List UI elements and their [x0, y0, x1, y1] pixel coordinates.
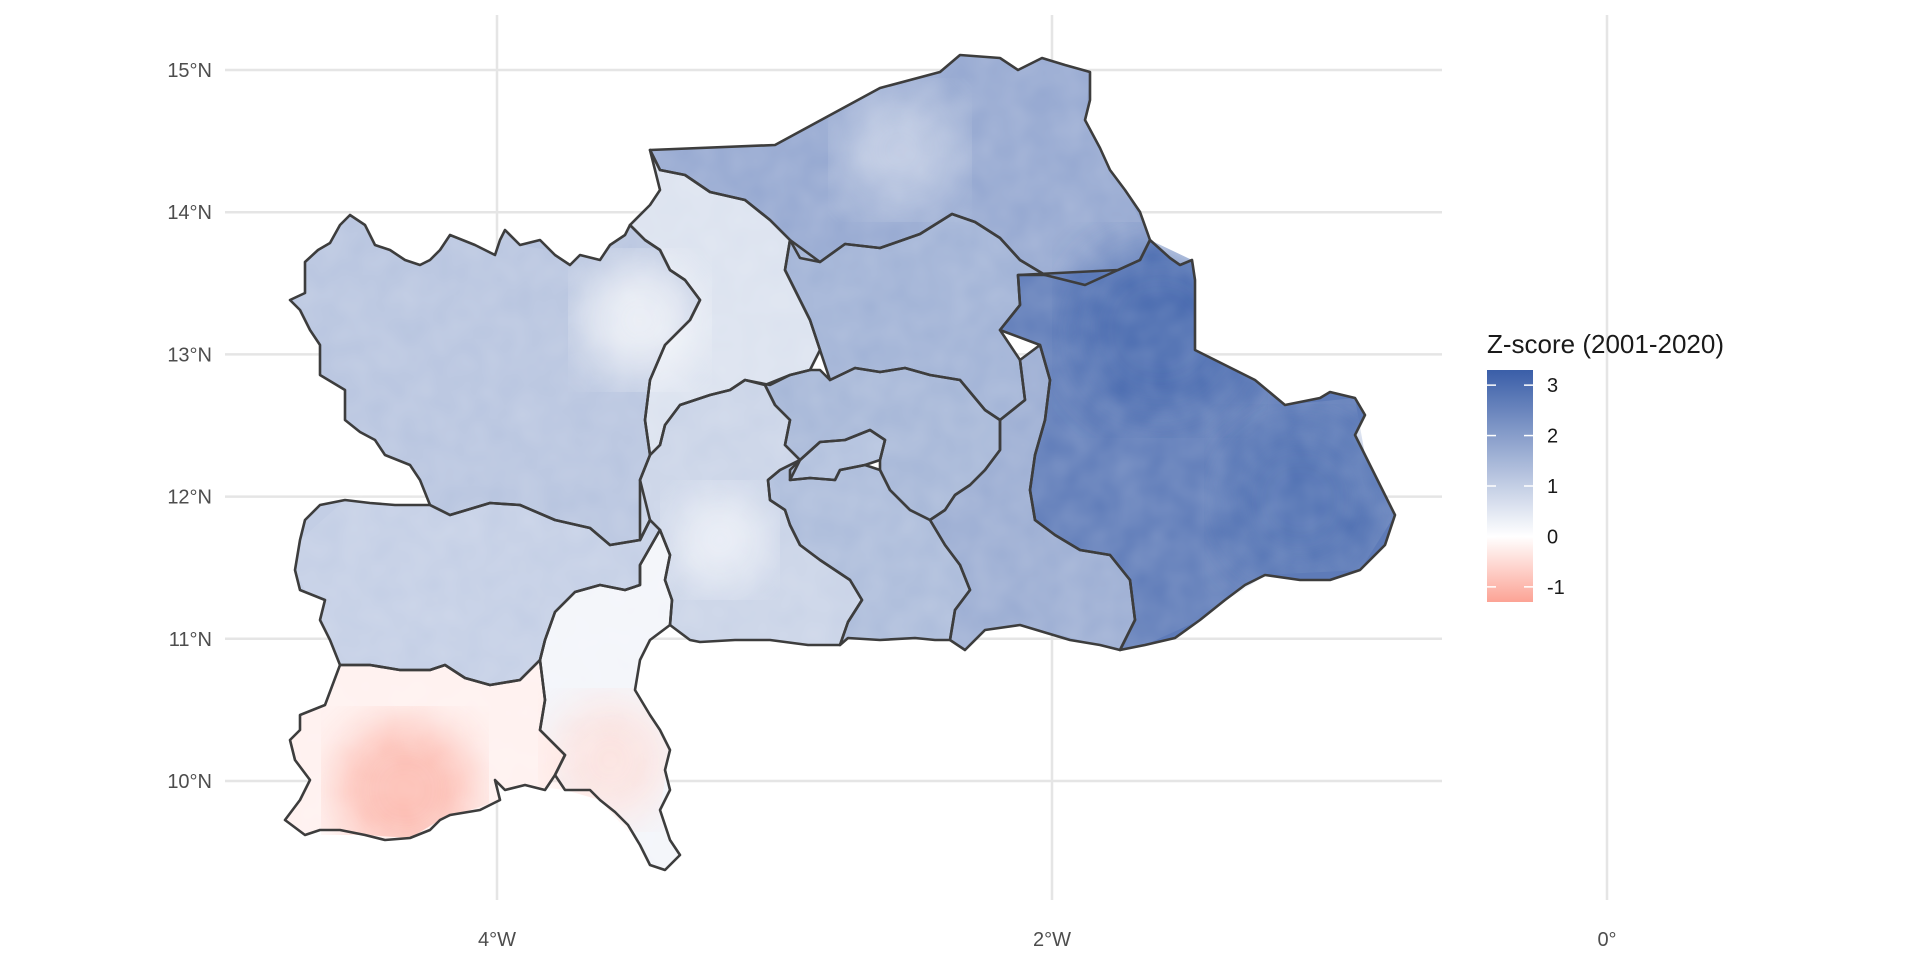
legend-tick-label: 3 [1547, 375, 1558, 397]
border-region-boucle-du-mouhoun [288, 213, 702, 547]
border-region-sud-ouest [538, 528, 682, 872]
y-tick-label: 15°N [167, 60, 212, 82]
border-region-cascades [283, 658, 567, 842]
legend-tick-label: 2 [1547, 426, 1558, 448]
legend: Z-score (2001-2020) 3 2 1 0 -1 [1487, 329, 1724, 602]
legend-title: Z-score (2001-2020) [1487, 329, 1724, 359]
x-tick-label: 4°W [478, 929, 516, 951]
legend-tick-label: 0 [1547, 526, 1558, 548]
y-tick-label: 13°N [167, 344, 212, 366]
region-borders [283, 53, 1397, 872]
x-tick-label: 0° [1597, 929, 1616, 951]
y-tick-label: 10°N [167, 771, 212, 793]
raster-texture [285, 55, 1395, 870]
y-tick-label: 11°N [169, 629, 212, 651]
legend-tick-label: -1 [1547, 577, 1565, 599]
legend-ticks: 3 2 1 0 -1 [1487, 375, 1565, 599]
x-axis: 4°W2°W0°2°E [478, 929, 1617, 951]
y-axis: 15°N 14°N 13°N 12°N 11°N 10°N [167, 60, 212, 793]
legend-tick-label: 1 [1547, 476, 1558, 498]
y-tick-label: 12°N [167, 487, 212, 509]
y-tick-label: 14°N [167, 202, 212, 224]
border-region-centre-sud [766, 458, 972, 647]
x-tick-label: 2°W [1033, 929, 1071, 951]
border-region-centre-est [928, 343, 1137, 652]
